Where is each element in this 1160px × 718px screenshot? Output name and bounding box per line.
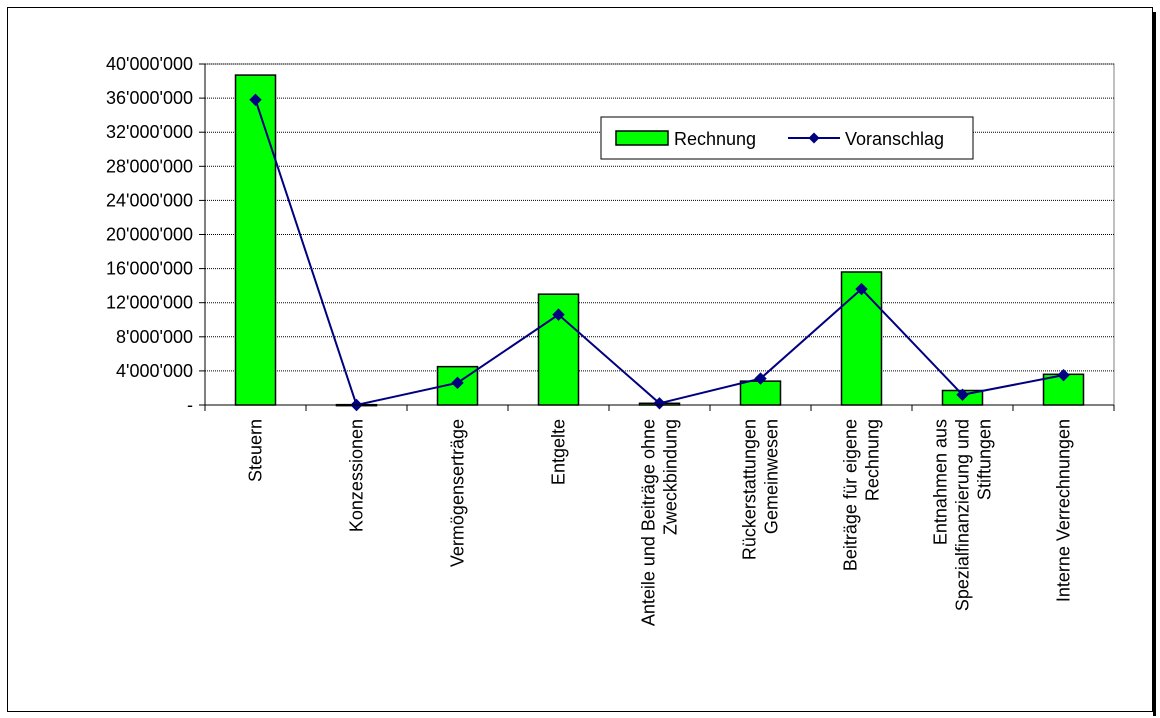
y-tick-label: 40'000'000 <box>106 54 193 74</box>
y-tick-label: 4'000'000 <box>116 361 193 381</box>
category-label: Rückerstattungen Gemeinwesen <box>740 419 782 560</box>
legend-marker-voranschlag <box>808 132 820 144</box>
y-axis: - 4'000'000 8'000'000 12'000'000 16'000'000 2… <box>106 54 206 415</box>
point-marker <box>653 397 666 410</box>
y-tick-label: 36'000'000 <box>106 88 193 108</box>
category-label-line: Interne Verrechnungen <box>1054 419 1074 602</box>
point-marker <box>956 388 969 401</box>
category-label-line: Zweckbindung <box>661 419 681 535</box>
category-label-line: Anteile und Beiträge ohne <box>639 419 659 626</box>
bar <box>234 74 277 406</box>
y-tick-label: 12'000'000 <box>106 293 193 313</box>
y-tick-label: - <box>187 395 193 415</box>
category-label-line: Steuern <box>246 419 266 482</box>
y-tick-label: 24'000'000 <box>106 190 193 210</box>
category-label-line: Spezialfinanzierung und <box>953 419 973 611</box>
legend-swatch-rechnung <box>615 130 669 146</box>
point-marker <box>451 376 464 390</box>
category-label: Konzessionen <box>347 419 367 532</box>
category-label-line: Rückerstattungen <box>740 419 760 560</box>
y-tick-label: 16'000'000 <box>106 259 193 279</box>
y-tick-label: 20'000'000 <box>106 225 193 245</box>
category-label: Steuern <box>246 419 266 482</box>
x-axis: Steuern Konzessionen Vermögenserträge Entge… <box>204 404 1115 626</box>
line-series <box>249 93 1070 412</box>
category-label: Entnahmen aus Spezialfinanzierung und Stif… <box>931 419 995 611</box>
category-label-line: Konzessionen <box>347 419 367 532</box>
legend-label-rechnung: Rechnung <box>674 129 756 149</box>
point-marker <box>249 93 262 107</box>
y-tick-label: 28'000'000 <box>106 156 193 176</box>
category-label: Interne Verrechnungen <box>1054 419 1074 602</box>
category-label-line: Gemeinwesen <box>762 419 782 534</box>
point-marker <box>552 308 565 321</box>
grid-lines <box>204 63 1115 406</box>
y-tick-label: 32'000'000 <box>106 122 193 142</box>
category-label-line: Beiträge für eigene <box>841 419 861 571</box>
category-label-line: Entgelte <box>549 419 569 485</box>
category-label: Beiträge für eigene Rechnung <box>841 419 883 571</box>
point-marker <box>855 282 868 296</box>
y-tick-label: 8'000'000 <box>116 327 193 347</box>
category-label-line: Stiftungen <box>975 419 995 500</box>
category-label-line: Entnahmen aus <box>931 419 951 545</box>
category-label: Anteile und Beiträge ohne Zweckbindung <box>639 419 681 626</box>
legend-label-voranschlag: Voranschlag <box>845 129 944 149</box>
legend: Rechnung Voranschlag <box>600 116 974 160</box>
category-label: Entgelte <box>549 419 569 485</box>
category-label-line: Vermögenserträge <box>448 419 468 567</box>
category-label: Vermögenserträge <box>448 419 468 567</box>
point-marker <box>1057 368 1070 382</box>
category-label-line: Rechnung <box>863 419 883 501</box>
point-marker <box>754 372 767 385</box>
